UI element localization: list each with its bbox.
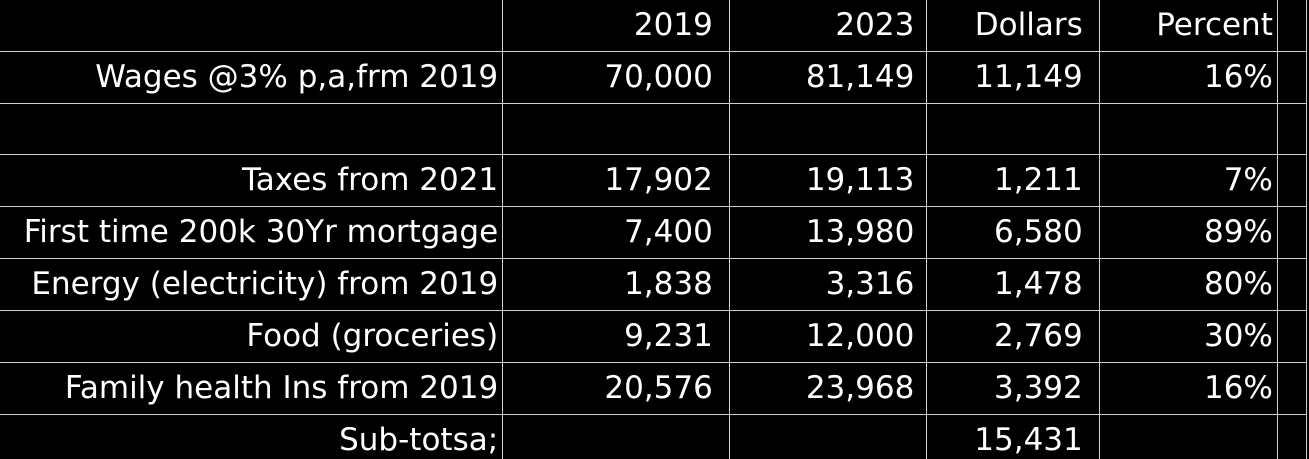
cell-2019[interactable]: 9,231 <box>502 310 730 363</box>
cell-label[interactable]: Energy (electricity) from 2019 <box>0 258 504 311</box>
cell-subtotal-dollars[interactable]: 15,431 <box>926 414 1100 459</box>
subtotal-row: Sub-totsa; 15,431 <box>0 414 1308 459</box>
cell-percent[interactable]: 16% <box>1098 51 1278 104</box>
cell-percent[interactable]: 80% <box>1098 258 1278 311</box>
cell-2019[interactable] <box>502 103 730 155</box>
cell-dollars[interactable]: 3,392 <box>926 362 1100 415</box>
cell-percent[interactable] <box>1098 414 1278 459</box>
cell-percent[interactable]: 16% <box>1098 362 1278 415</box>
header-row: 2019 2023 Dollars Percent <box>0 0 1308 52</box>
header-cell-percent[interactable]: Percent <box>1098 0 1278 52</box>
header-cell-2019[interactable]: 2019 <box>502 0 730 52</box>
cell-2019[interactable]: 17,902 <box>502 154 730 207</box>
cell-2023[interactable]: 13,980 <box>728 206 928 259</box>
cell-2023[interactable]: 23,968 <box>728 362 928 415</box>
cell-extra[interactable] <box>1276 258 1308 311</box>
cell-extra[interactable] <box>1276 103 1308 155</box>
header-cell-dollars[interactable]: Dollars <box>926 0 1100 52</box>
cell-dollars[interactable] <box>926 103 1100 155</box>
cell-dollars[interactable]: 1,478 <box>926 258 1100 311</box>
cell-dollars[interactable]: 6,580 <box>926 206 1100 259</box>
table-row: First time 200k 30Yr mortgage 7,400 13,9… <box>0 206 1308 259</box>
header-cell-2023[interactable]: 2023 <box>728 0 928 52</box>
table-row: Family health Ins from 2019 20,576 23,96… <box>0 362 1308 415</box>
header-cell-label[interactable] <box>0 0 504 52</box>
header-cell-extra[interactable] <box>1276 0 1308 52</box>
cell-2023[interactable]: 3,316 <box>728 258 928 311</box>
cell-label[interactable]: First time 200k 30Yr mortgage <box>0 206 504 259</box>
cell-extra[interactable] <box>1276 51 1308 104</box>
cell-2019[interactable]: 7,400 <box>502 206 730 259</box>
table-row: Food (groceries) 9,231 12,000 2,769 30% <box>0 310 1308 363</box>
cell-percent[interactable]: 89% <box>1098 206 1278 259</box>
cell-dollars[interactable]: 2,769 <box>926 310 1100 363</box>
cell-subtotal-label[interactable]: Sub-totsa; <box>0 414 504 459</box>
cell-label[interactable]: Food (groceries) <box>0 310 504 363</box>
cell-label[interactable]: Taxes from 2021 <box>0 154 504 207</box>
cell-2019[interactable]: 1,838 <box>502 258 730 311</box>
cell-label[interactable] <box>0 103 504 155</box>
cell-percent[interactable]: 7% <box>1098 154 1278 207</box>
cell-2019[interactable]: 20,576 <box>502 362 730 415</box>
cell-extra[interactable] <box>1276 206 1308 259</box>
cell-extra[interactable] <box>1276 154 1308 207</box>
cell-2023[interactable]: 19,113 <box>728 154 928 207</box>
cell-label[interactable]: Family health Ins from 2019 <box>0 362 504 415</box>
cell-percent[interactable]: 30% <box>1098 310 1278 363</box>
cell-label[interactable]: Wages @3% p,a,frm 2019 <box>0 51 504 104</box>
cell-2023[interactable]: 12,000 <box>728 310 928 363</box>
cell-2023[interactable] <box>728 103 928 155</box>
table-row: Wages @3% p,a,frm 2019 70,000 81,149 11,… <box>0 51 1308 104</box>
cell-dollars[interactable]: 1,211 <box>926 154 1100 207</box>
cell-extra[interactable] <box>1276 414 1308 459</box>
cell-2023[interactable] <box>728 414 928 459</box>
cell-dollars[interactable]: 11,149 <box>926 51 1100 104</box>
table-row <box>0 103 1308 155</box>
cell-2019[interactable] <box>502 414 730 459</box>
cell-percent[interactable] <box>1098 103 1278 155</box>
cell-2023[interactable]: 81,149 <box>728 51 928 104</box>
cell-2019[interactable]: 70,000 <box>502 51 730 104</box>
table-row: Taxes from 2021 17,902 19,113 1,211 7% <box>0 154 1308 207</box>
cell-extra[interactable] <box>1276 310 1308 363</box>
table-row: Energy (electricity) from 2019 1,838 3,3… <box>0 258 1308 311</box>
cell-extra[interactable] <box>1276 362 1308 415</box>
